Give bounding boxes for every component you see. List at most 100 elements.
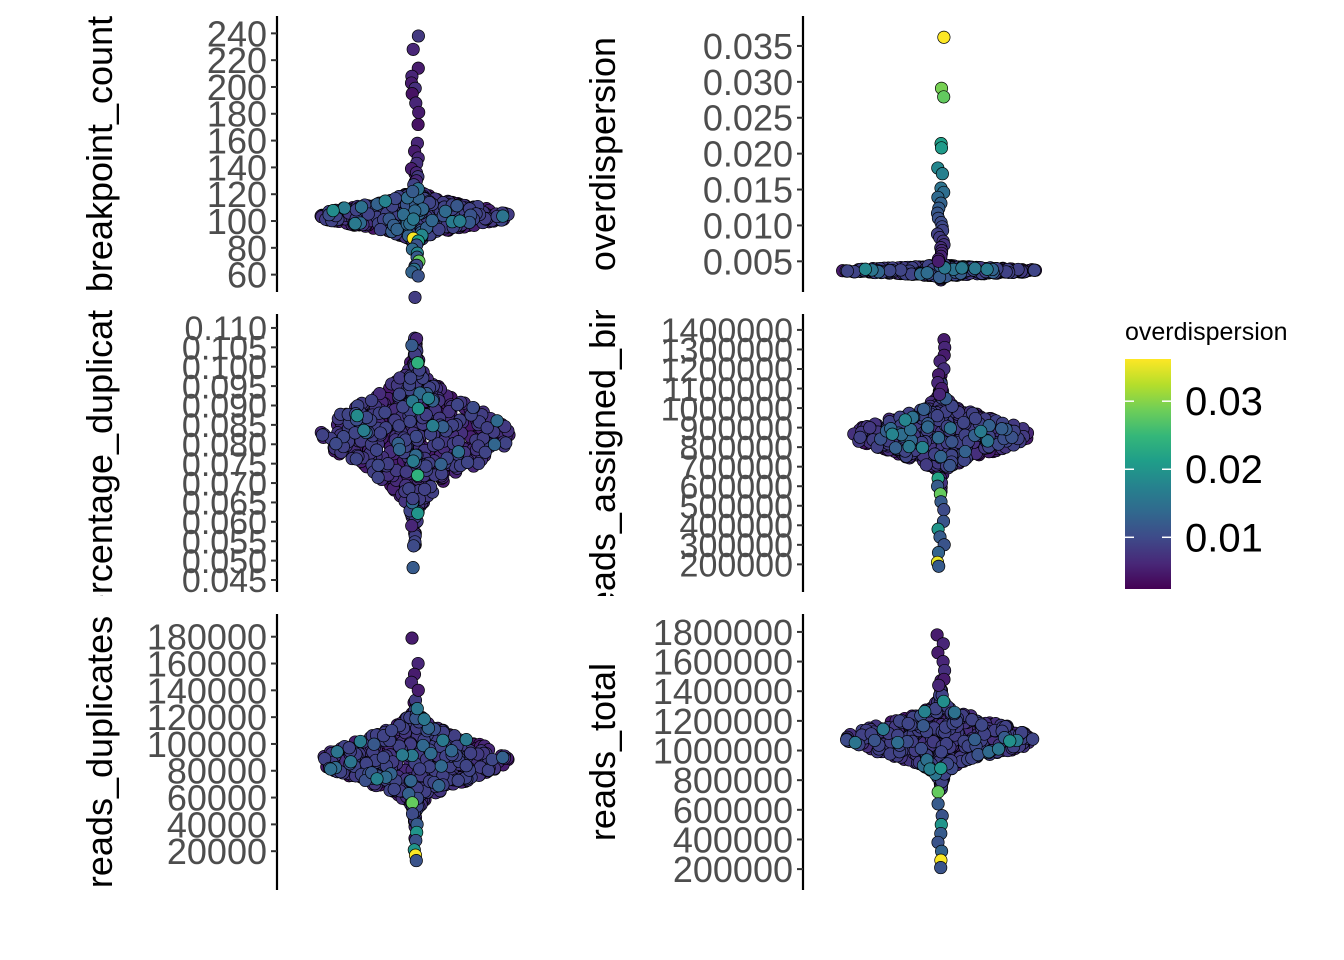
data-point <box>957 415 971 430</box>
data-point <box>357 423 371 437</box>
y-tick-label: 200 <box>207 67 267 108</box>
data-point <box>411 468 425 482</box>
data-point <box>935 167 949 181</box>
data-point <box>424 746 438 761</box>
y-axis-title: breakpoint_count <box>79 16 120 292</box>
data-point <box>919 458 933 472</box>
data-point <box>411 269 425 283</box>
data-point <box>934 450 948 464</box>
data-point <box>399 465 413 479</box>
data-point <box>329 437 343 451</box>
data-point <box>348 217 362 231</box>
data-point <box>450 398 464 412</box>
data-point <box>371 470 385 485</box>
data-point <box>863 421 877 435</box>
panel-reads_assigned_bins: 2000003000004000005000006000007000008000… <box>582 283 1035 623</box>
data-point <box>406 454 420 468</box>
data-point <box>417 712 431 726</box>
y-tick-label: 180 <box>207 94 267 135</box>
data-point <box>995 422 1009 436</box>
data-point <box>934 861 948 875</box>
y-axis-title: reads_assigned_bins <box>582 283 623 623</box>
y-tick-label: 0.010 <box>703 205 793 246</box>
data-point <box>931 797 945 811</box>
y-tick-label: 160 <box>207 121 267 162</box>
data-point <box>447 729 462 743</box>
data-point <box>376 750 390 764</box>
legend-label: 0.02 <box>1185 448 1263 492</box>
data-point <box>955 261 969 275</box>
y-tick-label: 100 <box>207 201 267 242</box>
data-point <box>496 750 510 765</box>
y-tick-label: 0.035 <box>703 26 793 67</box>
data-point <box>471 456 486 471</box>
panel-percentage_duplicates: 0.0450.0500.0550.0600.0650.0700.0750.080… <box>79 272 516 634</box>
data-point <box>934 761 948 775</box>
data-point <box>385 723 399 738</box>
data-point <box>371 458 385 472</box>
points <box>840 628 1040 875</box>
data-point <box>410 702 424 716</box>
data-point <box>934 745 948 759</box>
y-tick-label: 240 <box>207 13 267 54</box>
points <box>836 30 1043 287</box>
data-point <box>411 356 425 370</box>
data-point <box>405 631 419 645</box>
data-point <box>411 117 425 132</box>
data-point <box>858 262 872 276</box>
data-point <box>426 419 440 433</box>
y-tick-label: 1400000 <box>661 312 793 350</box>
data-point <box>968 732 982 747</box>
data-point <box>392 442 407 456</box>
data-point <box>451 445 466 459</box>
y-tick-label: 0.080 <box>182 427 267 465</box>
data-point <box>342 741 356 755</box>
y-tick-label: 180000 <box>147 617 267 658</box>
points <box>314 29 515 283</box>
data-point <box>370 772 384 786</box>
legend-title: overdispersion <box>1125 318 1288 346</box>
data-point <box>353 734 367 748</box>
data-point <box>853 430 867 444</box>
legend-label: 0.03 <box>1185 380 1263 424</box>
data-point <box>937 90 951 104</box>
data-point <box>883 264 897 278</box>
data-point <box>932 387 947 401</box>
data-point <box>974 424 988 438</box>
data-point <box>918 705 932 719</box>
data-point <box>406 492 420 506</box>
data-point <box>958 444 972 459</box>
data-point <box>378 194 392 208</box>
data-point <box>975 718 989 732</box>
data-point <box>438 204 452 218</box>
data-point <box>378 405 392 419</box>
legend-label: 0.01 <box>1185 516 1263 560</box>
data-point <box>937 694 951 708</box>
y-tick-label: 1800000 <box>653 612 793 653</box>
y-tick-label: 0.075 <box>182 446 267 484</box>
data-point <box>425 213 439 228</box>
data-point <box>968 261 982 275</box>
data-point <box>450 199 464 213</box>
y-axis-title: percentage_duplicates <box>79 272 120 634</box>
data-point <box>436 733 450 747</box>
data-point <box>337 201 351 215</box>
data-point <box>931 785 945 799</box>
y-tick-label: 0.085 <box>182 407 267 445</box>
data-point <box>373 223 388 237</box>
data-point <box>894 263 908 277</box>
y-tick-label: 120 <box>207 174 267 215</box>
y-axis-title: reads_duplicates <box>79 616 120 888</box>
data-point <box>434 759 448 773</box>
data-point <box>920 266 934 280</box>
data-point <box>445 744 459 758</box>
data-point <box>931 254 945 268</box>
points <box>847 333 1035 573</box>
y-axis-title: overdispersion <box>582 37 623 271</box>
data-point <box>934 141 949 155</box>
data-point <box>403 414 417 428</box>
data-point <box>499 436 513 450</box>
data-point <box>917 402 931 416</box>
data-point <box>404 774 418 788</box>
